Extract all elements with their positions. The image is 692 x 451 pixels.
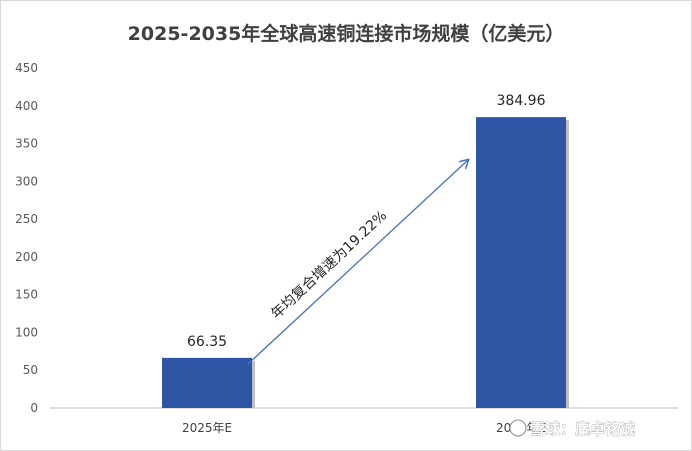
watermark: 雪球：麋卓铭诚 <box>509 419 635 438</box>
growth-annotation: 年均复合增速为19.22% <box>268 207 391 322</box>
data-label: 66.35 <box>187 334 227 350</box>
y-tick-label: 150 <box>15 288 38 302</box>
y-tick-label: 200 <box>15 250 38 264</box>
x-tick-label: 2025年E <box>182 421 232 435</box>
y-tick-label: 400 <box>15 99 38 113</box>
y-tick-label: 0 <box>30 401 38 415</box>
category-labels-group: 2025年E2035年E <box>182 421 546 435</box>
bars-group <box>162 117 569 409</box>
bar <box>162 357 252 408</box>
y-tick-label: 450 <box>15 61 38 75</box>
y-tick-label: 100 <box>15 325 38 339</box>
watermark-text: 雪球：麋卓铭诚 <box>530 420 635 438</box>
growth-arrow <box>247 160 468 365</box>
snowball-logo-icon <box>509 419 527 437</box>
y-tick-label: 300 <box>15 174 38 188</box>
data-labels-group: 66.35 384.96 <box>187 93 546 350</box>
data-label: 384.96 <box>497 93 546 109</box>
chart-title: 2025-2035年全球高速铜连接市场规模（亿美元） <box>128 22 565 45</box>
y-tick-label: 50 <box>23 363 38 377</box>
y-tick-label: 350 <box>15 137 38 151</box>
y-axis: 0 50 100 150 200 250 300 350 400 450 <box>15 61 38 415</box>
y-tick-label: 250 <box>15 212 38 226</box>
bar <box>476 117 566 409</box>
